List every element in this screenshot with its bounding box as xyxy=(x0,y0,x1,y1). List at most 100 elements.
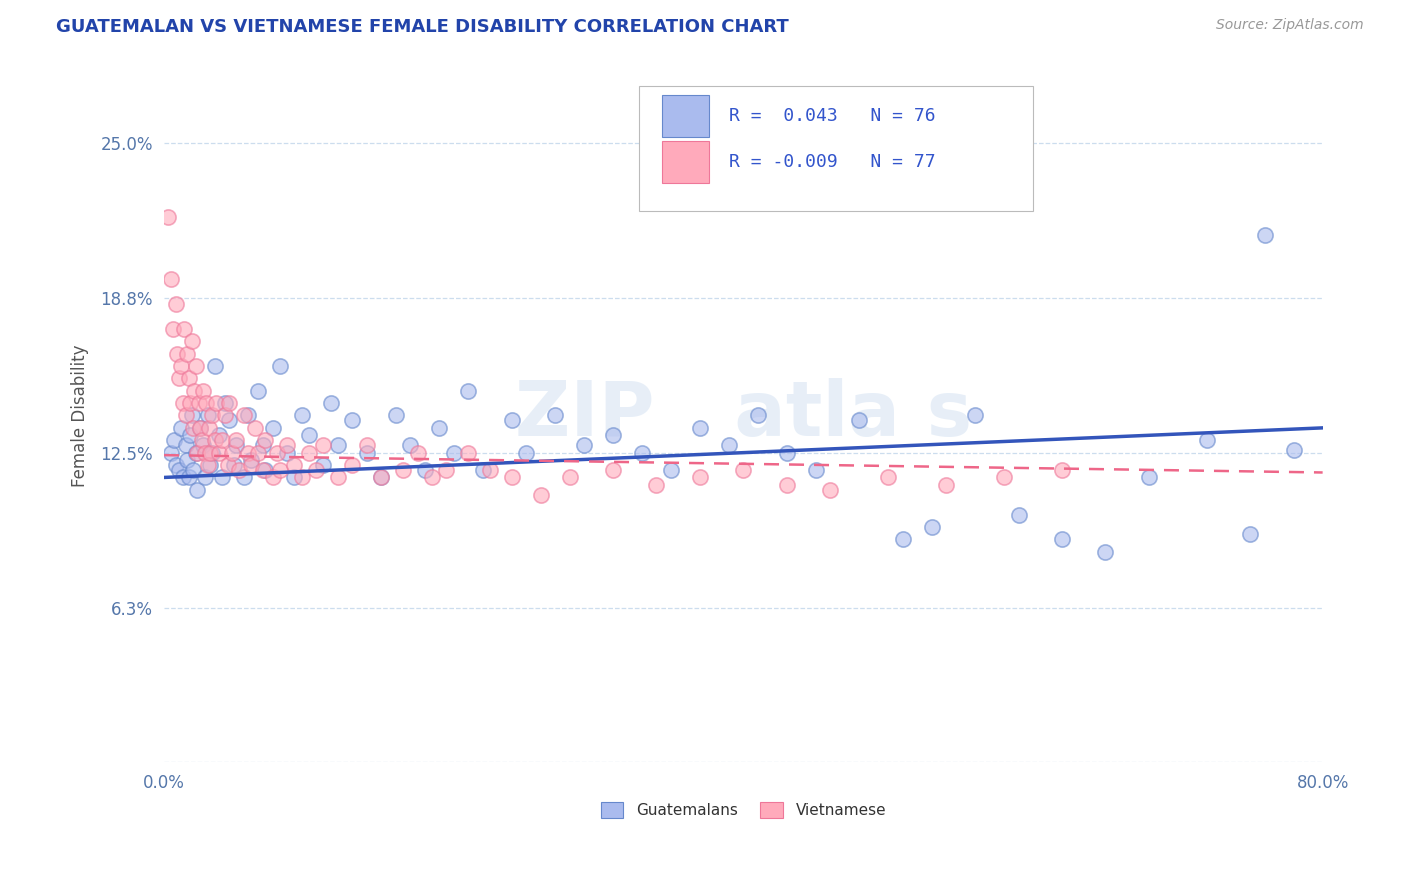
Point xyxy=(356,445,378,459)
Point xyxy=(283,458,305,472)
Point xyxy=(276,438,298,452)
Point xyxy=(993,470,1015,484)
Point xyxy=(193,384,215,398)
Point xyxy=(820,483,842,497)
Point xyxy=(247,384,270,398)
Point xyxy=(214,409,236,423)
Point xyxy=(420,470,443,484)
Point xyxy=(162,322,184,336)
Point xyxy=(193,438,215,452)
Text: R =  0.043   N = 76: R = 0.043 N = 76 xyxy=(730,107,936,125)
Point xyxy=(370,470,392,484)
Point xyxy=(221,445,243,459)
Point xyxy=(204,359,226,373)
Point xyxy=(291,470,314,484)
Point xyxy=(689,470,711,484)
Point xyxy=(1239,527,1261,541)
Point xyxy=(183,384,205,398)
Point xyxy=(225,438,247,452)
Point xyxy=(326,470,349,484)
Point xyxy=(1137,470,1160,484)
Text: Source: ZipAtlas.com: Source: ZipAtlas.com xyxy=(1216,18,1364,32)
Point xyxy=(457,445,479,459)
Point xyxy=(254,463,277,477)
Point xyxy=(645,478,668,492)
Point xyxy=(478,463,501,477)
Point xyxy=(184,445,207,459)
Text: GUATEMALAN VS VIETNAMESE FEMALE DISABILITY CORRELATION CHART: GUATEMALAN VS VIETNAMESE FEMALE DISABILI… xyxy=(56,18,789,36)
Point xyxy=(194,445,217,459)
Point xyxy=(236,409,259,423)
Point xyxy=(204,434,226,448)
Point xyxy=(217,458,239,472)
Text: ZIP   atla s: ZIP atla s xyxy=(515,378,972,452)
Point xyxy=(180,334,202,348)
Point xyxy=(252,463,274,477)
Point xyxy=(163,434,186,448)
Point xyxy=(211,434,233,448)
Point xyxy=(1195,434,1218,448)
Point xyxy=(225,434,247,448)
Point xyxy=(228,463,250,477)
Point xyxy=(1050,533,1073,547)
Point xyxy=(167,463,190,477)
Point xyxy=(186,445,208,459)
Point xyxy=(1007,508,1029,522)
Point xyxy=(443,445,465,459)
Point xyxy=(174,438,197,452)
Point xyxy=(342,413,364,427)
Point xyxy=(188,421,211,435)
Point xyxy=(173,322,195,336)
Point xyxy=(160,445,183,459)
Point xyxy=(689,421,711,435)
Point xyxy=(848,413,870,427)
Point xyxy=(170,421,193,435)
Point xyxy=(965,409,987,423)
Point xyxy=(176,453,198,467)
Point xyxy=(659,463,682,477)
Point xyxy=(530,488,553,502)
Point xyxy=(1282,443,1305,458)
Point xyxy=(1094,545,1116,559)
Point xyxy=(197,458,219,472)
Point xyxy=(167,371,190,385)
Point xyxy=(298,445,321,459)
Point xyxy=(269,463,291,477)
Point xyxy=(181,421,204,435)
Point xyxy=(240,453,263,467)
Legend: Guatemalans, Vietnamese: Guatemalans, Vietnamese xyxy=(595,796,893,824)
Point xyxy=(208,428,231,442)
Point xyxy=(160,272,183,286)
Point xyxy=(181,463,204,477)
Point xyxy=(631,445,654,459)
Point xyxy=(269,359,291,373)
Text: R = -0.009   N = 77: R = -0.009 N = 77 xyxy=(730,153,936,171)
Point xyxy=(218,413,240,427)
Point xyxy=(170,359,193,373)
Point xyxy=(370,470,392,484)
Point xyxy=(232,409,254,423)
Point xyxy=(179,396,201,410)
Bar xyxy=(662,95,709,136)
Point xyxy=(1050,463,1073,477)
Point xyxy=(312,438,335,452)
Point xyxy=(200,445,222,459)
Point xyxy=(776,478,799,492)
Point xyxy=(935,478,957,492)
Point xyxy=(501,470,523,484)
Point xyxy=(413,463,436,477)
Point xyxy=(190,434,212,448)
Point xyxy=(245,421,267,435)
Point xyxy=(247,445,270,459)
Point xyxy=(194,470,217,484)
Point xyxy=(187,396,209,410)
Point xyxy=(877,470,900,484)
Bar xyxy=(662,141,709,183)
Point xyxy=(222,458,245,472)
Point xyxy=(406,445,429,459)
Point xyxy=(602,428,624,442)
Point xyxy=(891,533,914,547)
Point xyxy=(747,409,769,423)
Y-axis label: Female Disability: Female Disability xyxy=(72,344,89,487)
Point xyxy=(177,470,200,484)
